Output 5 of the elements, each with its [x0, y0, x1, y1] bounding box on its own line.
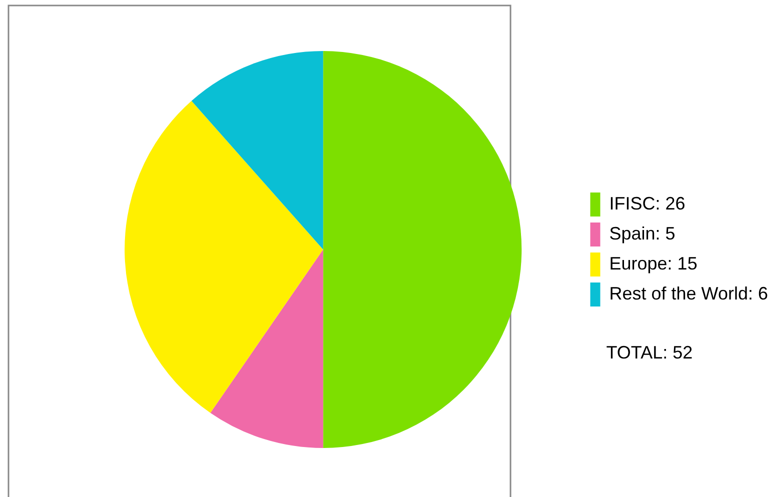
- legend-label: Spain: 5: [609, 223, 676, 244]
- legend-label: IFISC: 26: [609, 193, 686, 214]
- legend-label: Europe: 15: [609, 253, 698, 274]
- text: TOTAL: 52: [606, 342, 693, 362]
- legend-label: Rest of the World: 6: [609, 283, 768, 304]
